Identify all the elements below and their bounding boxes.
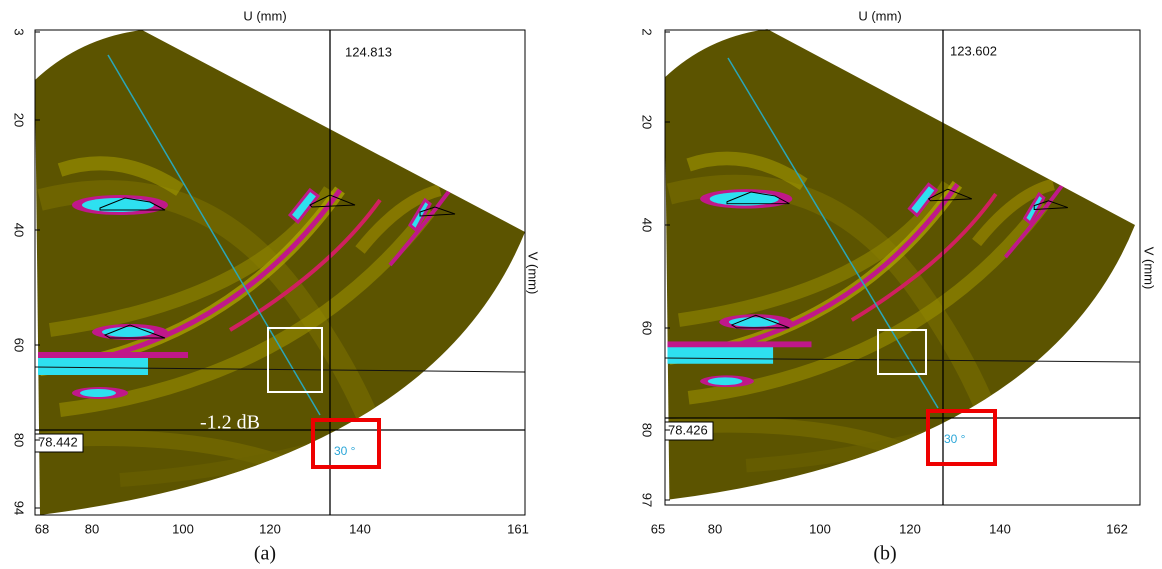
y-tick-label: 20 [640,115,655,129]
x-tick-label: 162 [1106,521,1128,536]
x-tick-label: 120 [259,521,281,536]
x-tick-label: 140 [349,521,371,536]
cursor-label: 124.813 [345,44,392,59]
x-tick-label: 80 [708,521,722,536]
panel-b: U (mm) V (mm) 123.602 78.426 30 ° (b) [665,8,1157,565]
cursor-label: 78.426 [668,422,708,437]
y-tick-label: 3 [12,28,27,35]
x-tick-label: 140 [989,521,1011,536]
angle-label: 30 ° [944,432,966,446]
y-tick-label: 20 [12,113,27,127]
caption: (b) [873,543,896,565]
caption: (a) [254,543,276,565]
axis-label: U (mm) [243,8,286,23]
x-tick-label: 120 [899,521,921,536]
y-tick-label: 60 [12,338,27,352]
y-tick-label: 2 [640,28,655,35]
y-tick-label: 60 [640,321,655,335]
x-tick-label: 65 [651,521,665,536]
y-tick-label: 40 [640,218,655,232]
x-tick-label: 100 [172,521,194,536]
sector-scan [665,29,1135,543]
sector-scan [35,30,525,560]
x-tick-label: 100 [809,521,831,536]
y-tick-label: 94 [12,501,27,515]
cursor-label: 123.602 [950,43,997,58]
axis-label: U (mm) [858,8,901,23]
y-tick-label: 80 [12,433,27,447]
x-tick-label: 80 [85,521,99,536]
x-tick-label: 68 [35,521,49,536]
gain-label: -1.2 dB [200,412,260,434]
y-tick-label: 40 [12,223,27,237]
axis-label: V (mm) [1142,247,1157,290]
cursor-label: 78.442 [38,434,78,449]
panel-a: U (mm) V (mm) 124.813 78.442 30 ° -1.2 d… [35,8,541,564]
angle-label: 30 ° [334,444,356,458]
y-tick-label: 80 [640,423,655,437]
y-tick-label: 97 [640,493,655,507]
axis-label: V (mm) [526,252,541,295]
x-tick-label: 161 [507,521,529,536]
